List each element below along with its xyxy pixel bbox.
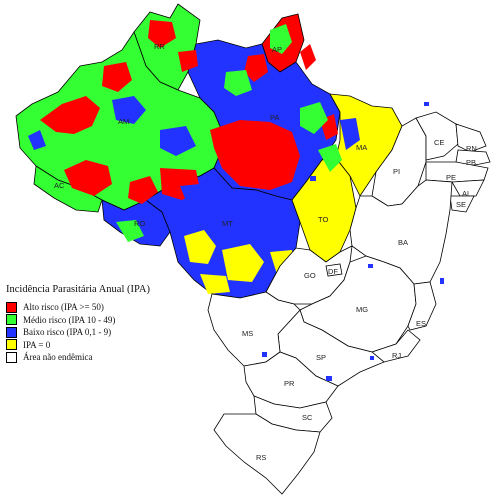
- legend-swatch-zero: [6, 339, 17, 351]
- state-go: [265, 245, 353, 305]
- label-ac: AC: [54, 181, 65, 190]
- state-rn: [455, 123, 487, 153]
- label-al: AL: [462, 189, 471, 198]
- label-pe: PE: [446, 173, 456, 182]
- non-endemic-states: [207, 111, 491, 495]
- label-rs: RS: [256, 453, 266, 462]
- legend-label-medium: Médio risco (IPA 10 - 49): [23, 314, 116, 325]
- state-pe: [425, 161, 489, 183]
- label-ms: MS: [242, 329, 253, 338]
- label-ro: RO: [134, 219, 145, 228]
- label-rn: RN: [466, 144, 477, 153]
- label-to: TO: [318, 215, 328, 224]
- label-mg: MG: [356, 305, 368, 314]
- label-es: ES: [416, 319, 426, 328]
- state-al: [451, 179, 485, 197]
- state-labels: RR AP AM PA MA CE RN PB PE AL SE PI BA T…: [54, 42, 477, 462]
- scattered-low-risk-spots: [262, 102, 444, 381]
- legend-label-non-endemic: Área não endêmica: [23, 352, 93, 363]
- label-rr: RR: [154, 42, 165, 51]
- label-sc: SC: [302, 413, 313, 422]
- label-se: SE: [456, 200, 466, 209]
- state-pb: [455, 149, 491, 167]
- label-pa: PA: [270, 113, 279, 122]
- label-df: DF: [328, 267, 338, 276]
- legend-swatch-non-endemic: [6, 351, 17, 363]
- state-ce: [415, 111, 459, 161]
- label-ce: CE: [434, 138, 444, 147]
- state-es: [407, 281, 437, 331]
- label-am: AM: [118, 117, 129, 126]
- legend-swatch-medium: [6, 314, 17, 326]
- medium-risk-areas: [116, 24, 342, 242]
- label-ma: MA: [356, 143, 367, 152]
- low-risk-areas: [28, 44, 360, 226]
- high-risk-areas: [40, 20, 338, 204]
- label-sp: SP: [316, 353, 326, 362]
- legend-label-low: Baixo risco (IPA 0,1 - 9): [23, 327, 112, 338]
- label-pb: PB: [466, 158, 476, 167]
- legend-item-medium: Médio risco (IPA 10 - 49): [6, 314, 176, 327]
- label-mt: MT: [222, 219, 233, 228]
- label-ba: BA: [398, 238, 408, 247]
- legend-title: Incidência Parasitária Anual (IPA): [6, 284, 150, 295]
- legend-item-non-endemic: Área não endêmica: [6, 351, 176, 364]
- legend-swatch-high: [6, 301, 17, 313]
- label-ap: AP: [272, 45, 282, 54]
- state-se: [449, 195, 475, 213]
- legend-swatch-low: [6, 326, 17, 338]
- legend-item-zero: IPA = 0: [6, 339, 176, 352]
- legend-item-low: Baixo risco (IPA 0,1 - 9): [6, 326, 176, 339]
- label-go: GO: [304, 271, 316, 280]
- state-rs: [213, 413, 321, 495]
- label-rj: RJ: [392, 351, 401, 360]
- state-ms: [207, 291, 301, 367]
- label-pr: PR: [284, 379, 295, 388]
- map-legend: Incidência Parasitária Anual (IPA) Alto …: [6, 284, 176, 364]
- state-df: [325, 263, 343, 277]
- legend-label-zero: IPA = 0: [23, 339, 51, 350]
- legend-label-high: Alto risco (IPA >= 50): [23, 302, 104, 313]
- label-pi: PI: [393, 167, 400, 176]
- legend-item-high: Alto risco (IPA >= 50): [6, 301, 176, 314]
- state-ac: [33, 165, 103, 213]
- state-pr: [243, 351, 339, 409]
